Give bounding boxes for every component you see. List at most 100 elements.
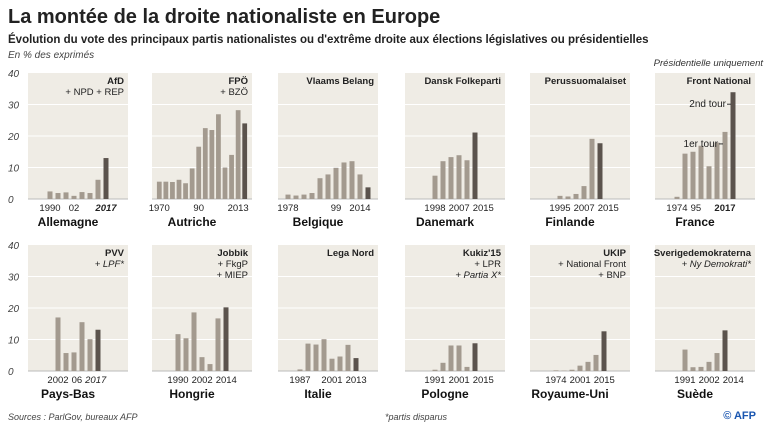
y-tick-label: 20 xyxy=(7,132,20,143)
x-tick-label: 2007 xyxy=(574,203,595,214)
x-tick-label: 2015 xyxy=(473,203,494,214)
party-label: Front National xyxy=(687,76,751,87)
bar xyxy=(163,181,169,199)
bar xyxy=(305,343,311,371)
bar xyxy=(87,193,93,199)
bar xyxy=(577,365,583,371)
bar xyxy=(175,334,181,371)
bar xyxy=(472,343,478,371)
x-tick-label: 02 xyxy=(69,203,80,214)
y-tick-label: 30 xyxy=(8,273,20,284)
panel-pologne: 1991 2001 2015 Pologne Kukiz'15+ LPR+ Partia… xyxy=(405,245,505,401)
x-tick-label: 95 xyxy=(691,203,702,214)
bar xyxy=(464,366,470,371)
x-tick-label: 2014 xyxy=(723,375,744,386)
x-tick-label: 2013 xyxy=(228,203,249,214)
x-tick-label: 2017 xyxy=(714,203,735,214)
bar xyxy=(63,192,69,199)
x-tick-label: 99 xyxy=(331,203,342,214)
bar xyxy=(472,132,478,199)
party-label: + Ny Demokrati* xyxy=(682,259,752,270)
x-tick-label: 1978 xyxy=(277,203,298,214)
bar xyxy=(456,345,462,371)
bar xyxy=(191,312,197,371)
party-label: + LPR xyxy=(474,259,501,270)
x-tick-label: 2015 xyxy=(594,375,615,386)
x-tick-label: 2002 xyxy=(47,375,68,386)
party-label: PVV xyxy=(105,248,125,259)
party-label: + LPF* xyxy=(95,259,125,270)
country-name: Royaume-Uni xyxy=(531,387,608,401)
bar xyxy=(79,192,85,199)
bar xyxy=(553,370,559,371)
bar xyxy=(597,143,603,199)
country-name: Pologne xyxy=(421,387,469,401)
y-tick-label: 40 xyxy=(8,241,20,252)
x-tick-label: 2014 xyxy=(216,375,237,386)
x-tick-label: 1998 xyxy=(424,203,445,214)
party-label: + BZÖ xyxy=(220,87,248,98)
bar xyxy=(63,353,69,371)
party-label: UKIP xyxy=(603,248,626,259)
x-tick-label: 1991 xyxy=(674,375,695,386)
panel-italie: 1987 2001 2013 Italie Lega Nord xyxy=(278,245,378,401)
x-tick-label: 1970 xyxy=(149,203,170,214)
bar xyxy=(207,364,213,371)
bar xyxy=(714,353,720,371)
bar xyxy=(730,92,736,199)
chart-title: La montée de la droite nationaliste en E… xyxy=(8,6,441,28)
bar xyxy=(581,186,587,199)
x-tick-label: 2015 xyxy=(598,203,619,214)
bar xyxy=(682,153,688,199)
x-tick-label: 1990 xyxy=(167,375,188,386)
x-tick-label: 90 xyxy=(193,203,204,214)
bar xyxy=(71,195,77,199)
bar xyxy=(573,193,579,199)
bar xyxy=(333,167,339,199)
bar xyxy=(176,179,182,199)
footnote: *partis disparus xyxy=(385,412,448,422)
bar xyxy=(440,161,446,199)
x-tick-label: 1991 xyxy=(424,375,445,386)
country-name: Pays-Bas xyxy=(41,387,95,401)
party-label: + MIEP xyxy=(217,270,248,281)
party-label: + FkgP xyxy=(218,259,248,270)
y-axis-unit: En % des exprimés xyxy=(8,50,95,61)
panel-suède: 1991 2002 2014 Suède Sverigedemokraterna+ Ny… xyxy=(654,245,755,401)
bar xyxy=(216,114,221,199)
bar xyxy=(71,352,77,371)
bar xyxy=(229,154,234,199)
x-tick-label: 2001 xyxy=(449,375,470,386)
bar xyxy=(706,166,712,199)
country-name: France xyxy=(675,215,715,229)
bar xyxy=(329,358,335,371)
party-label: + National Front xyxy=(558,259,626,270)
bar xyxy=(714,142,720,199)
y-tick-label: 0 xyxy=(8,367,14,378)
bar xyxy=(222,167,228,199)
y-tick-label: 10 xyxy=(8,336,20,347)
bar xyxy=(690,151,696,199)
y-tick-label: 0 xyxy=(8,195,14,206)
bar xyxy=(456,155,462,199)
x-tick-label: 2007 xyxy=(449,203,470,214)
bar xyxy=(464,160,470,199)
country-name: Hongrie xyxy=(169,387,215,401)
bar xyxy=(674,196,680,199)
bar xyxy=(235,110,241,199)
x-tick-label: 2013 xyxy=(346,375,367,386)
party-label: Jobbik xyxy=(217,248,248,259)
y-tick-label: 30 xyxy=(8,101,20,112)
x-tick-label: 2017 xyxy=(94,203,117,214)
panel-autriche: 1970 90 2013 Autriche FPÖ+ BZÖ xyxy=(149,73,252,229)
bar xyxy=(448,345,454,371)
x-tick-label: 2014 xyxy=(349,203,370,214)
bar xyxy=(557,195,563,199)
bar xyxy=(365,187,371,199)
